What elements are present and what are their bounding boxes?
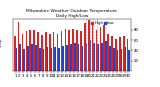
Bar [119, 37, 121, 71]
Bar [101, 43, 103, 71]
Bar [49, 34, 51, 71]
Bar [117, 50, 118, 71]
Bar [113, 48, 115, 71]
Bar [45, 32, 47, 71]
Bar [16, 48, 17, 71]
Bar [62, 46, 64, 71]
Bar [27, 46, 29, 71]
Bar [88, 20, 90, 71]
Bar [14, 36, 16, 71]
Bar [61, 31, 62, 71]
Bar [39, 48, 40, 71]
Bar [23, 49, 25, 71]
Bar [84, 23, 86, 71]
Bar [76, 30, 78, 71]
Bar [22, 34, 23, 71]
Bar [37, 32, 39, 71]
Bar [97, 44, 99, 71]
Bar [47, 47, 48, 71]
Bar [70, 44, 72, 71]
Bar [19, 44, 21, 71]
Bar [57, 34, 58, 71]
Legend: High, Low: High, Low [91, 21, 115, 26]
Bar [109, 46, 111, 71]
Bar [125, 47, 126, 71]
Bar [18, 22, 19, 71]
Bar [54, 47, 56, 71]
Bar [72, 29, 74, 71]
Bar [33, 30, 35, 71]
Bar [107, 34, 109, 71]
Text: Outdoor
Temp.: Outdoor Temp. [0, 38, 3, 53]
Bar [80, 31, 82, 71]
Bar [58, 48, 60, 71]
Bar [92, 25, 93, 71]
Bar [31, 44, 33, 71]
Bar [115, 39, 117, 71]
Bar [128, 50, 130, 71]
Bar [127, 39, 128, 71]
Bar [123, 36, 125, 71]
Bar [96, 30, 97, 71]
Bar [74, 43, 76, 71]
Bar [111, 36, 113, 71]
Bar [78, 44, 80, 71]
Bar [29, 30, 31, 71]
Bar [100, 27, 101, 71]
Bar [26, 31, 27, 71]
Bar [64, 29, 66, 71]
Bar [90, 40, 91, 71]
Bar [35, 45, 37, 71]
Bar [104, 25, 105, 71]
Bar [43, 49, 44, 71]
Bar [68, 30, 70, 71]
Bar [105, 41, 107, 71]
Bar [53, 32, 54, 71]
Bar [121, 49, 122, 71]
Bar [93, 43, 95, 71]
Title: Milwaukee Weather Outdoor Temperature
Daily High/Low: Milwaukee Weather Outdoor Temperature Da… [27, 9, 117, 18]
Bar [66, 45, 68, 71]
Bar [86, 43, 87, 71]
Bar [82, 46, 83, 71]
Bar [41, 35, 43, 71]
Bar [51, 48, 52, 71]
